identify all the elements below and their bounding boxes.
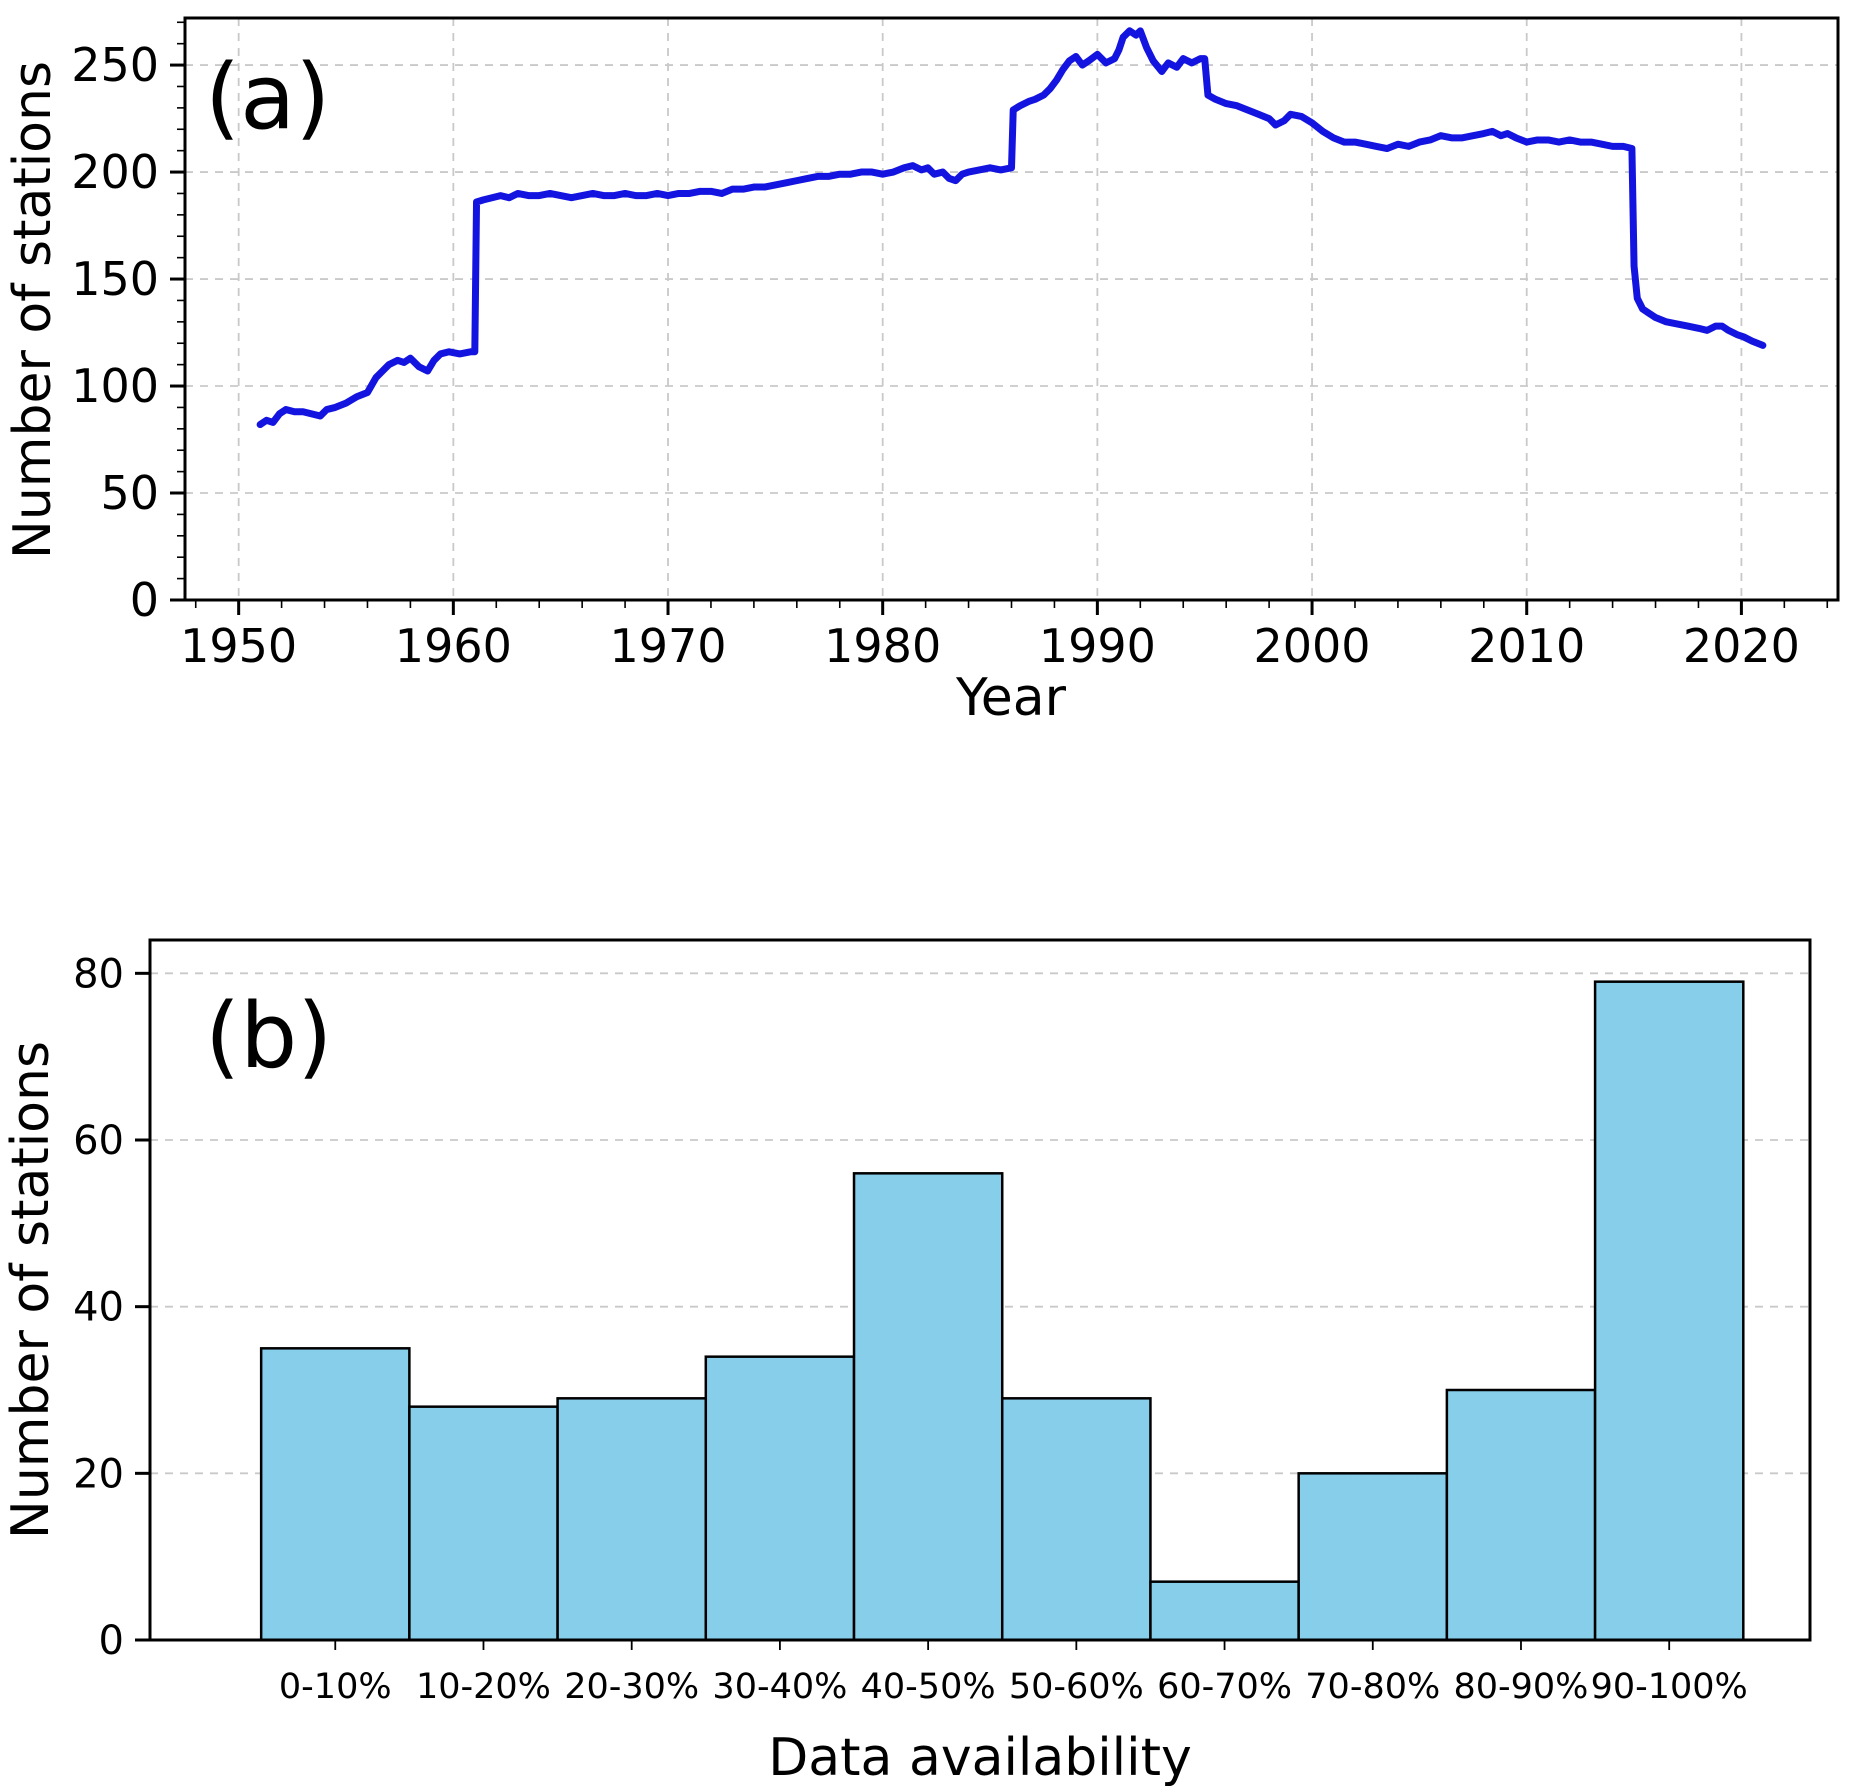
x-tick-label: 1990 bbox=[1039, 619, 1156, 673]
histogram-bar bbox=[1297, 1472, 1449, 1642]
histogram-bar bbox=[1445, 1388, 1597, 1642]
histogram-bar bbox=[1593, 980, 1745, 1642]
plot-layer-a: 1950 1960 1970 1980 1990 2000 2010 2020 0 50 100 15… bbox=[71, 16, 1840, 673]
major-ticks-b bbox=[135, 971, 1671, 1650]
histogram-bar bbox=[1000, 1397, 1152, 1642]
y-tick-label: 150 bbox=[71, 252, 159, 306]
x-tick-label: 1980 bbox=[824, 619, 941, 673]
y-tick-label: 20 bbox=[73, 1451, 124, 1497]
category-label: 20-30% bbox=[564, 1667, 699, 1707]
histogram-bar bbox=[408, 1405, 559, 1642]
y-tick-labels-b: 0 20 40 60 80 bbox=[73, 951, 124, 1664]
x-tick-label: 1970 bbox=[609, 619, 726, 673]
panel-b-xlabel: Data availability bbox=[768, 1728, 1191, 1788]
grid-a bbox=[185, 18, 1838, 600]
category-label: 60-70% bbox=[1157, 1667, 1292, 1707]
y-tick-label: 40 bbox=[73, 1285, 124, 1331]
category-label: 30-40% bbox=[712, 1667, 847, 1707]
x-tick-label: 2010 bbox=[1468, 619, 1585, 673]
y-tick-label: 50 bbox=[100, 466, 159, 520]
histogram-bar bbox=[704, 1355, 856, 1642]
category-label: 90-100% bbox=[1591, 1667, 1748, 1707]
plot-frame-b bbox=[148, 938, 1812, 1642]
x-tick-label: 2020 bbox=[1683, 619, 1800, 673]
panel-b-ylabel: Number of stations bbox=[1, 1041, 61, 1539]
histogram-bar bbox=[556, 1397, 708, 1642]
x-tick-label: 1950 bbox=[180, 619, 297, 673]
y-tick-label: 60 bbox=[73, 1118, 124, 1164]
y-tick-label: 80 bbox=[73, 951, 124, 997]
histogram-bars bbox=[259, 980, 1745, 1642]
plot-frame-a bbox=[183, 16, 1840, 602]
category-label: 40-50% bbox=[861, 1667, 996, 1707]
category-label: 80-90% bbox=[1453, 1667, 1588, 1707]
panel-a-label: (a) bbox=[205, 45, 330, 150]
y-tick-label: 0 bbox=[99, 1618, 124, 1664]
category-label: 0-10% bbox=[279, 1667, 392, 1707]
histogram-bar bbox=[259, 1347, 411, 1642]
stations-timeseries-chart: 1950 1960 1970 1980 1990 2000 2010 2020 0 50 100 15… bbox=[3, 16, 1840, 728]
plot-layer-b: 0 20 40 60 80 0-10% 10-20% 20-30% 30-40% 40-50% 50… bbox=[73, 938, 1812, 1707]
category-label: 10-20% bbox=[416, 1667, 551, 1707]
y-tick-label: 250 bbox=[71, 38, 159, 92]
histogram-bar bbox=[1149, 1580, 1300, 1642]
category-labels-b: 0-10% 10-20% 20-30% 30-40% 40-50% 50-60% 60-70… bbox=[279, 1667, 1748, 1707]
major-ticks-a bbox=[170, 63, 1743, 615]
panel-a: 1950 1960 1970 1980 1990 2000 2010 2020 0 50 100 15… bbox=[0, 0, 1866, 745]
category-label: 70-80% bbox=[1305, 1667, 1440, 1707]
y-tick-label: 100 bbox=[71, 359, 159, 413]
x-tick-label: 1960 bbox=[395, 619, 512, 673]
panel-a-xlabel: Year bbox=[955, 668, 1067, 728]
x-tick-label: 2000 bbox=[1254, 619, 1371, 673]
y-tick-label: 200 bbox=[71, 145, 159, 199]
availability-histogram-chart: 0 20 40 60 80 0-10% 10-20% 20-30% 30-40% 40-50% 50… bbox=[1, 938, 1812, 1788]
stations-line-series bbox=[256, 27, 1767, 429]
category-label: 50-60% bbox=[1009, 1667, 1144, 1707]
panel-b-label: (b) bbox=[205, 984, 332, 1089]
minor-ticks-a bbox=[177, 21, 1829, 608]
panel-a-ylabel: Number of stations bbox=[3, 61, 63, 559]
tick-labels-a: 1950 1960 1970 1980 1990 2000 2010 2020 0 50 100 15… bbox=[71, 38, 1800, 673]
panel-b: 0 20 40 60 80 0-10% 10-20% 20-30% 30-40% 40-50% 50… bbox=[0, 745, 1866, 1792]
histogram-bar bbox=[852, 1172, 1004, 1642]
y-tick-label: 0 bbox=[130, 573, 159, 627]
